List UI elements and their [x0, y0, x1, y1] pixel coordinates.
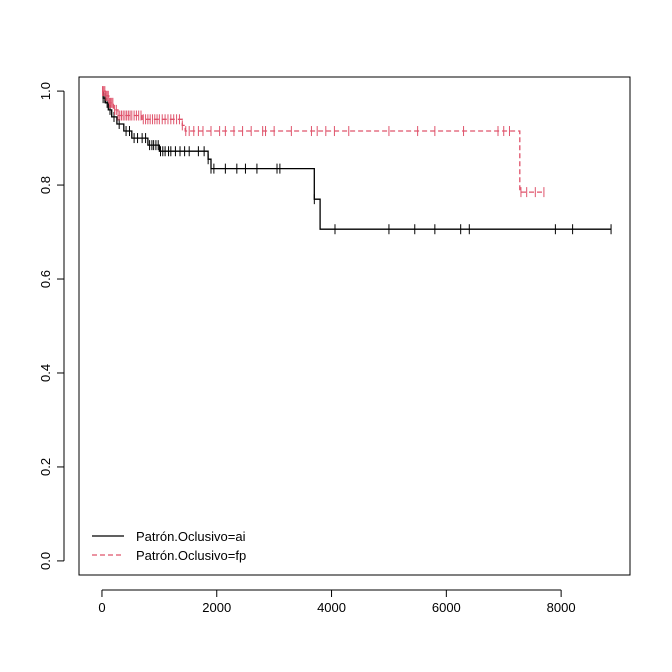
y-tick-label: 0.2: [38, 458, 53, 476]
x-tick-label: 0: [98, 600, 105, 615]
y-axis: 0.0 0.2 0.4 0.6 0.8 1.0: [38, 82, 65, 570]
x-tick-label: 6000: [432, 600, 461, 615]
plot-lines: [102, 86, 612, 235]
x-tick-label: 2000: [202, 600, 231, 615]
y-tick-label: 0.4: [38, 364, 53, 382]
legend: Patrón.Oclusivo=ai Patrón.Oclusivo=fp: [92, 529, 246, 563]
y-tick-label: 1.0: [38, 82, 53, 100]
plot-frame: [78, 76, 631, 576]
x-tick-label: 4000: [317, 600, 346, 615]
legend-label-fp: Patrón.Oclusivo=fp: [136, 548, 246, 563]
y-tick-label: 0.8: [38, 176, 53, 194]
x-axis: 0 2000 4000 6000 8000: [98, 589, 576, 615]
y-tick-label: 0.0: [38, 552, 53, 570]
x-tick-label: 8000: [547, 600, 576, 615]
y-tick-label: 0.6: [38, 270, 53, 288]
legend-label-ai: Patrón.Oclusivo=ai: [136, 529, 246, 544]
